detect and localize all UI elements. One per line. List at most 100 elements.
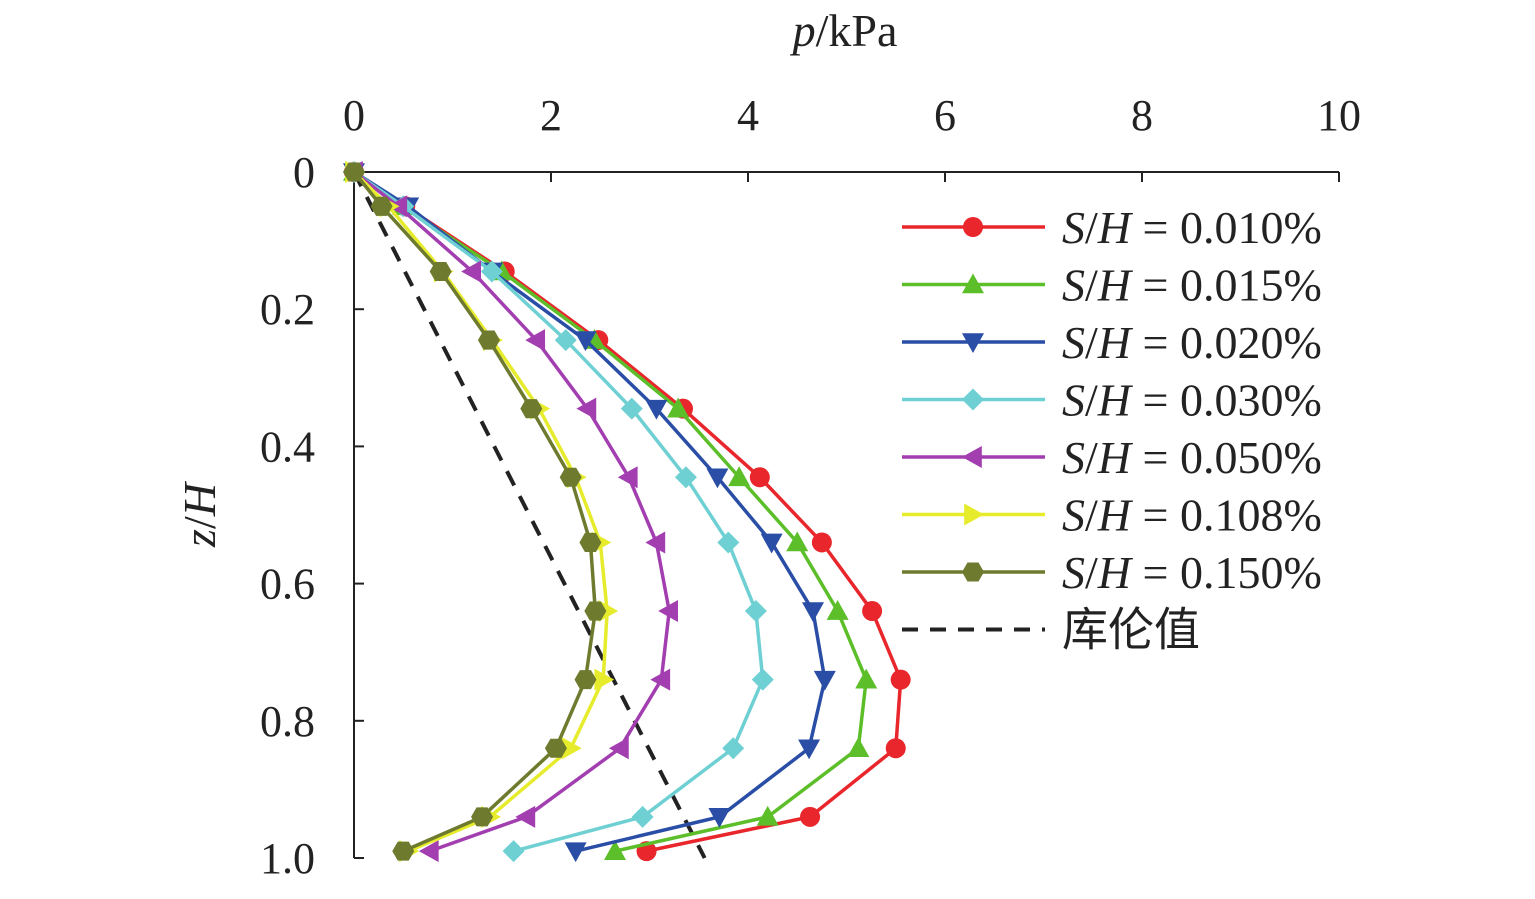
triangle-down-marker	[708, 808, 731, 828]
y-tick-label: 0.2	[260, 285, 315, 334]
y-tick-label: 0.6	[260, 560, 315, 609]
triangle-down-marker	[645, 399, 668, 420]
triangle-up-marker	[847, 737, 870, 758]
diamond-marker	[744, 600, 767, 623]
series-5	[345, 161, 619, 863]
legend-item: S/H = 0.030%	[902, 375, 1322, 426]
legend-item: S/H = 0.020%	[902, 317, 1322, 368]
circle-marker	[963, 217, 983, 237]
circle-marker	[862, 601, 883, 622]
triangle-up-marker	[962, 273, 984, 294]
y-tick-label: 0.4	[260, 422, 315, 471]
legend-label: S/H = 0.020%	[1062, 317, 1322, 368]
triangle-down-marker	[802, 602, 825, 623]
diamond-marker	[751, 668, 774, 691]
series-line	[352, 170, 868, 853]
legend-label: S/H = 0.050%	[1062, 432, 1322, 483]
diamond-marker	[674, 466, 697, 489]
legend-label: S/H = 0.150%	[1062, 547, 1322, 598]
triangle-left-marker	[608, 737, 629, 760]
diamond-marker	[502, 840, 525, 863]
hexagon-marker	[559, 467, 582, 487]
circle-marker	[811, 532, 832, 553]
legend-item: S/H = 0.050%	[902, 432, 1322, 483]
y-tick-label: 0.8	[260, 697, 315, 746]
circle-marker	[885, 738, 906, 759]
legend-label: 库伦值	[1062, 605, 1200, 656]
triangle-up-marker	[826, 600, 849, 620]
triangle-down-marker	[798, 739, 821, 760]
triangle-left-marker	[515, 805, 536, 828]
hexagon-marker	[574, 670, 597, 690]
legend-item-coulomb: 库伦值	[902, 605, 1200, 656]
triangle-down-marker	[706, 468, 729, 489]
triangle-left-marker	[650, 668, 671, 691]
x-axis-title: p/kPa	[790, 5, 898, 56]
diamond-marker	[722, 737, 745, 760]
series-line	[352, 170, 671, 853]
hexagon-marker	[477, 330, 500, 350]
hexagon-marker	[343, 162, 365, 182]
triangle-right-marker	[594, 668, 615, 691]
diamond-marker	[631, 805, 654, 828]
hexagon-marker	[579, 532, 602, 552]
hexagon-marker	[962, 562, 984, 582]
series-line	[352, 170, 598, 853]
x-tick-label: 6	[934, 91, 956, 140]
legend-label: S/H = 0.108%	[1062, 490, 1322, 541]
hexagon-marker	[392, 841, 415, 861]
triangle-up-marker	[756, 805, 779, 826]
legend-item: S/H = 0.108%	[902, 490, 1322, 541]
series-line	[352, 170, 765, 853]
diamond-marker	[620, 397, 643, 420]
legend-item: S/H = 0.010%	[902, 202, 1322, 253]
triangle-right-marker	[561, 737, 582, 760]
legend-label: S/H = 0.010%	[1062, 202, 1322, 253]
legend-item: S/H = 0.150%	[902, 547, 1322, 598]
diamond-marker	[717, 531, 740, 554]
y-tick-label: 1.0	[260, 834, 315, 883]
y-tick-label: 0	[293, 148, 315, 197]
diamond-marker	[480, 260, 503, 283]
triangle-up-marker	[786, 531, 809, 552]
diamond-marker	[962, 388, 984, 411]
triangle-up-marker	[667, 397, 690, 418]
hexagon-marker	[584, 601, 607, 621]
triangle-left-marker	[418, 840, 439, 863]
triangle-up-marker	[604, 840, 627, 860]
legend-label: S/H = 0.015%	[1062, 260, 1322, 311]
x-tick-label: 8	[1131, 91, 1153, 140]
triangle-right-marker	[964, 503, 984, 526]
hexagon-marker	[520, 399, 543, 419]
triangle-left-marker	[962, 446, 982, 468]
series-line	[352, 170, 609, 853]
series-6	[343, 162, 607, 861]
diamond-marker	[554, 329, 577, 352]
triangle-down-marker	[760, 533, 783, 554]
triangle-down-marker	[574, 331, 597, 352]
coulomb-reference-line	[352, 171, 707, 859]
legend-item: S/H = 0.015%	[902, 260, 1322, 311]
triangle-left-marker	[461, 260, 481, 283]
triangle-left-marker	[617, 466, 638, 489]
triangle-left-marker	[658, 600, 678, 623]
x-tick-label: 10	[1317, 91, 1361, 140]
y-axis-title: z/H	[174, 480, 225, 548]
triangle-left-marker	[576, 397, 597, 420]
x-tick-label: 2	[540, 91, 562, 140]
triangle-down-marker	[813, 670, 836, 691]
hexagon-marker	[370, 196, 393, 216]
triangle-down-marker	[564, 842, 587, 863]
triangle-left-marker	[525, 329, 546, 352]
triangle-left-marker	[645, 531, 666, 554]
triangle-up-marker	[855, 668, 878, 689]
triangle-up-marker	[728, 466, 751, 487]
triangle-right-marker	[598, 600, 619, 623]
x-tick-label: 0	[343, 91, 365, 140]
legend-label: S/H = 0.030%	[1062, 375, 1322, 426]
circle-marker	[800, 806, 821, 827]
hexagon-marker	[471, 807, 494, 827]
circle-marker	[890, 669, 911, 690]
hexagon-marker	[429, 261, 452, 281]
